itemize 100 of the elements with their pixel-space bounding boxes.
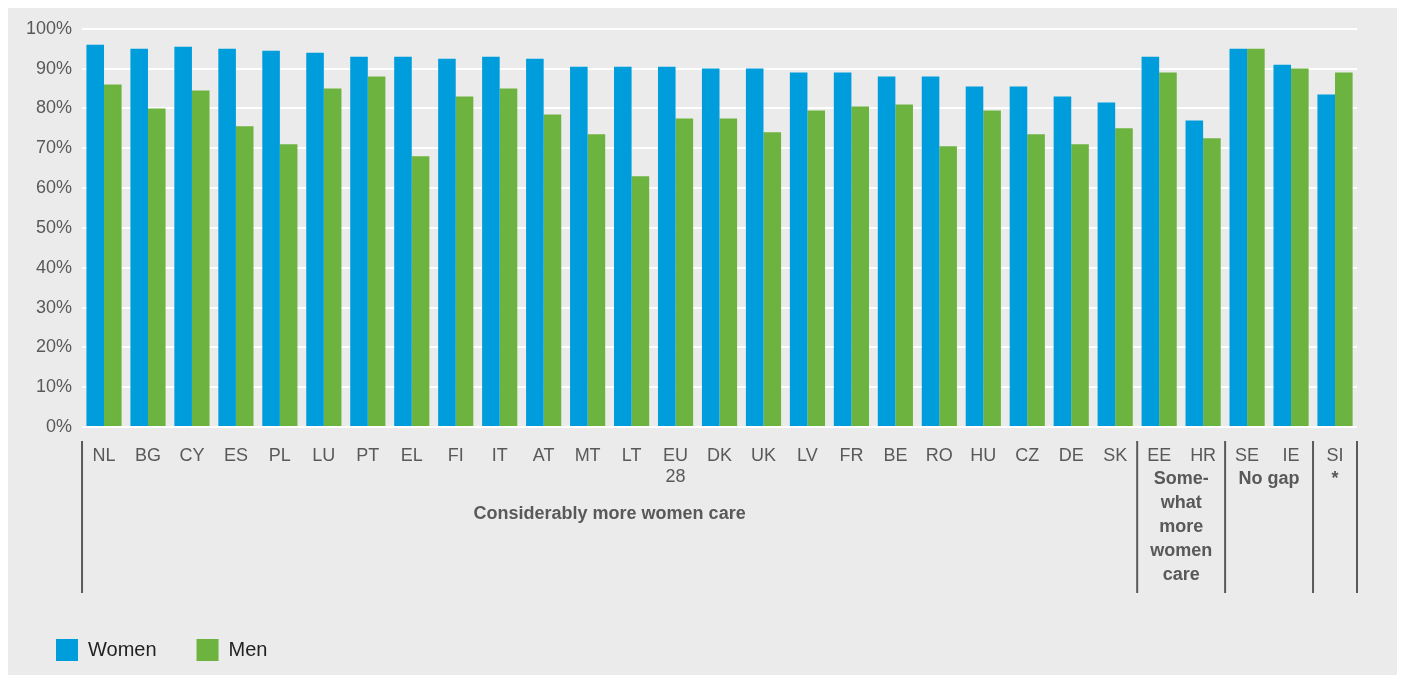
bar [789, 72, 808, 426]
bar [1097, 102, 1116, 426]
bar [279, 144, 298, 426]
bar [1229, 48, 1248, 426]
x-tick-label: AT [532, 444, 555, 465]
x-tick-label: EU 28 [663, 444, 689, 487]
bar [367, 76, 386, 426]
x-tick-label: EL [400, 444, 423, 465]
bar [631, 176, 650, 426]
x-tick-label: LT [621, 444, 642, 465]
bar [104, 84, 122, 426]
x-tick-label: SE [1235, 444, 1260, 465]
bar [1159, 72, 1177, 426]
bar [895, 104, 913, 426]
bar [218, 48, 236, 426]
y-tick-label: 80% [36, 97, 73, 118]
bar [455, 96, 474, 426]
bar [833, 72, 852, 426]
bar [262, 50, 280, 426]
bar [235, 126, 254, 426]
bar [1247, 48, 1265, 426]
y-tick-label: 50% [36, 216, 73, 237]
bar [191, 90, 210, 426]
x-tick-label: DK [707, 444, 733, 465]
bar [1317, 94, 1336, 426]
x-tick-label: IE [1282, 444, 1300, 465]
y-tick-label: 100% [25, 17, 73, 38]
bar [1141, 56, 1160, 426]
bar [86, 44, 105, 426]
y-tick-label: 60% [36, 177, 73, 198]
bar [526, 58, 544, 426]
bar [939, 146, 957, 426]
bar [1053, 96, 1072, 426]
x-tick-label: LV [797, 444, 818, 465]
y-tick-label: 90% [36, 57, 73, 78]
x-tick-label: RO [925, 444, 953, 465]
x-tick-label: IT [491, 444, 508, 465]
x-tick-label: MT [574, 444, 601, 465]
bar [411, 156, 430, 426]
bar [147, 108, 166, 426]
bar [851, 106, 869, 426]
bar [438, 58, 456, 426]
bar [130, 48, 148, 426]
bar [657, 66, 676, 426]
bar [499, 88, 518, 426]
x-tick-label: SI [1326, 444, 1344, 465]
bar [965, 86, 984, 426]
text: * [1331, 467, 1339, 488]
bar [983, 110, 1001, 426]
bar [1203, 138, 1221, 426]
x-tick-label: DE [1058, 444, 1084, 465]
text: Considerably more women care [473, 502, 746, 523]
bar [1071, 144, 1089, 426]
bar [350, 56, 368, 426]
bar [306, 52, 324, 426]
x-tick-label: SK [1103, 444, 1128, 465]
text: No gap [1238, 467, 1300, 488]
bar [1009, 86, 1028, 426]
x-tick-label: PL [268, 444, 291, 465]
y-tick-label: 70% [36, 137, 73, 158]
bar [1291, 68, 1309, 426]
bar [394, 56, 412, 426]
bar [543, 114, 562, 426]
bar [877, 76, 896, 426]
bar [570, 66, 588, 426]
text: Some-what more women care [1149, 467, 1213, 584]
x-tick-label: LU [312, 444, 336, 465]
bar [763, 132, 782, 426]
bar [675, 118, 694, 426]
x-tick-label: HR [1190, 444, 1217, 465]
y-tick-label: 20% [36, 336, 73, 357]
y-tick-label: 40% [36, 256, 73, 277]
bar [482, 56, 500, 426]
x-tick-label: PT [356, 444, 380, 465]
x-tick-label: FI [447, 444, 464, 465]
bar [587, 134, 606, 426]
bar [1185, 120, 1204, 426]
bar [174, 46, 192, 426]
y-tick-label: 10% [36, 376, 73, 397]
y-tick-label: 30% [36, 296, 73, 317]
bar [745, 68, 764, 426]
bar [1335, 72, 1353, 426]
bar [921, 76, 940, 426]
x-tick-label: HU [970, 444, 997, 465]
y-tick-label: 0% [46, 415, 73, 436]
x-tick-label: ES [223, 444, 248, 465]
x-tick-label: CZ [1015, 444, 1040, 465]
x-tick-label: BE [883, 444, 908, 465]
bar [614, 66, 632, 426]
legend-label: Men [228, 637, 268, 660]
bar [1273, 64, 1292, 426]
x-tick-label: BG [134, 444, 161, 465]
bar [1027, 134, 1045, 426]
x-tick-label: NL [92, 444, 116, 465]
bar [701, 68, 720, 426]
x-tick-label: CY [179, 444, 205, 465]
x-tick-label: EE [1147, 444, 1172, 465]
x-tick-label: FR [839, 444, 864, 465]
x-tick-label: UK [750, 444, 776, 465]
bar [1115, 128, 1133, 426]
